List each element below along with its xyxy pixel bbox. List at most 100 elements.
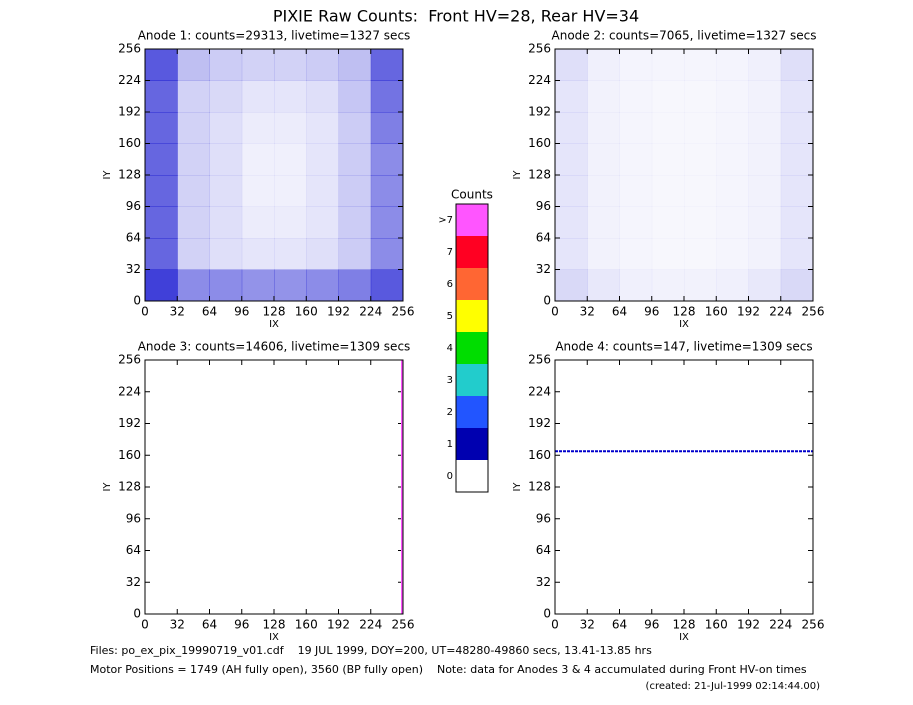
x-tick-label: 96 <box>234 618 249 632</box>
panel-title: Anode 4: counts=147, livetime=1309 secs <box>555 340 812 354</box>
heatmap-cell <box>780 238 814 270</box>
heatmap-cell <box>274 269 307 302</box>
heatmap-cell <box>619 49 653 81</box>
colorbar-label: 5 <box>447 311 453 322</box>
y-tick-label: 160 <box>118 448 141 462</box>
x-tick-label: 160 <box>295 305 318 319</box>
y-tick-label: 96 <box>126 511 141 525</box>
heatmap-cell <box>145 206 178 239</box>
colorbar-label: 3 <box>447 375 453 386</box>
heatmap-cell <box>555 143 588 176</box>
heatmap-cell <box>619 80 653 113</box>
heatmap-cell <box>555 206 588 239</box>
x-tick-label: 256 <box>392 618 415 632</box>
x-axis-label: IX <box>679 632 689 643</box>
heatmap-cell <box>338 238 372 270</box>
heatmap-cell <box>716 175 749 207</box>
heatmap-cell <box>555 175 588 207</box>
x-tick-label: 64 <box>612 618 627 632</box>
y-tick-label: 0 <box>133 607 141 621</box>
panel-title: Anode 3: counts=14606, livetime=1309 sec… <box>138 340 411 354</box>
x-tick-label: 128 <box>263 305 286 319</box>
heatmap-cell <box>274 206 307 239</box>
heatmap-cell <box>241 143 275 176</box>
heatmap-cell <box>209 206 243 239</box>
y-tick-label: 32 <box>536 262 551 276</box>
y-tick-label: 160 <box>528 448 551 462</box>
colorbar-bin <box>456 460 488 492</box>
y-tick-label: 128 <box>118 480 141 494</box>
heatmap-cell <box>370 206 404 239</box>
heatmap-cell <box>241 206 275 239</box>
heatmap-cell <box>587 80 620 113</box>
heatmap-cell <box>684 238 717 270</box>
y-tick-label: 256 <box>528 353 551 367</box>
heatmap-cell <box>587 112 620 144</box>
y-axis-label: IY <box>512 482 523 492</box>
heatmap-cell <box>748 238 782 270</box>
heatmap-cell <box>652 238 685 270</box>
x-tick-label: 0 <box>141 305 149 319</box>
heatmap-cell <box>274 143 307 176</box>
heatmap-cell <box>370 238 404 270</box>
colorbar-title: Counts <box>451 188 493 202</box>
heatmap-cell <box>619 143 653 176</box>
heatmap-cell <box>780 80 814 113</box>
y-tick-label: 128 <box>528 168 551 182</box>
x-tick-label: 64 <box>202 305 217 319</box>
heatmap-cell <box>370 49 404 81</box>
heatmap-cell <box>716 269 749 302</box>
x-tick-label: 96 <box>644 618 659 632</box>
heatmap-cell <box>338 175 372 207</box>
x-tick-label: 256 <box>802 618 825 632</box>
y-tick-label: 32 <box>126 575 141 589</box>
colorbar-bin <box>456 332 488 364</box>
heatmap-cell <box>748 143 782 176</box>
y-tick-label: 32 <box>126 262 141 276</box>
heatmap-cell <box>587 49 620 81</box>
heatmap-cell <box>684 49 717 81</box>
heatmap-cell <box>306 238 339 270</box>
heatmap-cell <box>209 80 243 113</box>
heatmap-cell <box>209 112 243 144</box>
y-tick-label: 224 <box>528 384 551 398</box>
heatmap-cell <box>145 175 178 207</box>
heatmap-cell <box>177 80 210 113</box>
heatmap-cell <box>338 269 372 302</box>
y-tick-label: 160 <box>118 136 141 150</box>
plot-frame <box>554 359 814 615</box>
x-tick-label: 160 <box>705 305 728 319</box>
colorbar-label: 4 <box>447 343 453 354</box>
heatmap-cell <box>145 112 178 144</box>
colorbar-bin <box>456 204 488 236</box>
colorbar-bin <box>456 428 488 460</box>
heatmap-cell <box>651 49 685 81</box>
y-tick-label: 224 <box>118 73 141 87</box>
x-tick-label: 64 <box>202 618 217 632</box>
y-tick-label: 64 <box>536 231 551 245</box>
heatmap-cell <box>555 80 588 113</box>
heatmap-cell <box>684 269 717 302</box>
heatmap-cell <box>241 49 275 81</box>
heatmap-cell <box>370 112 404 144</box>
y-axis-label: IY <box>102 170 113 180</box>
heatmap-cell <box>619 112 653 144</box>
heatmap-cell <box>274 175 307 207</box>
heatmap-cell <box>587 206 620 239</box>
y-tick-label: 96 <box>536 199 551 213</box>
heatmap-cell <box>145 143 178 176</box>
plot-frame <box>144 48 404 302</box>
heatmap-cell <box>241 175 275 207</box>
heatmap-cell <box>555 49 588 81</box>
heatmap-cell <box>370 80 404 113</box>
heatmap-cell <box>306 175 339 207</box>
y-tick-label: 224 <box>118 384 141 398</box>
x-tick-label: 224 <box>769 618 792 632</box>
heatmap-cell <box>748 269 782 302</box>
y-tick-label: 32 <box>536 575 551 589</box>
heatmap-cell <box>274 238 307 270</box>
heatmap-cell <box>306 112 339 144</box>
y-tick-label: 192 <box>118 416 141 430</box>
x-tick-label: 32 <box>170 305 185 319</box>
